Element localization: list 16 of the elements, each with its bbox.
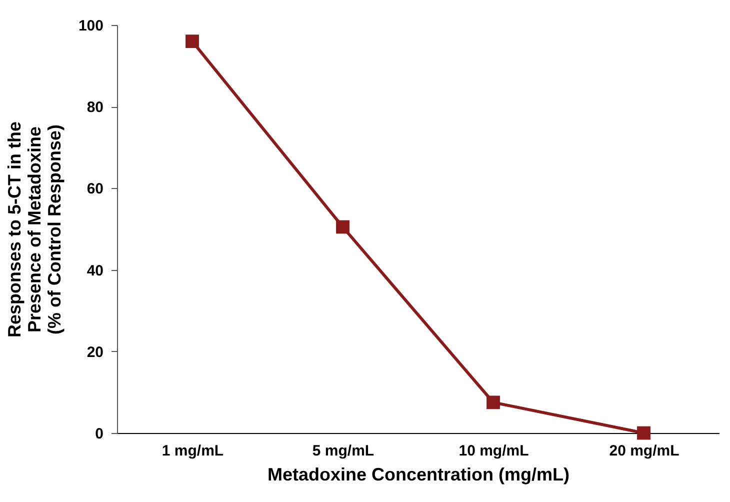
point: [336, 220, 350, 234]
y-tick-label: 40: [86, 262, 104, 280]
point: [486, 396, 500, 410]
point: [186, 34, 199, 48]
y-tick-label: 100: [78, 18, 104, 34]
y-tick-label: 60: [86, 180, 104, 198]
point: [637, 426, 650, 440]
x-tick-label: 1 mg/mL: [162, 442, 224, 460]
y-tick-label: 20: [86, 344, 104, 361]
y-axis-title: Responses to 5-CT in the Presence of Metadoxine (% of Control Response): [4, 121, 64, 338]
x-axis-title: Metadoxine Concentration (mg/mL): [267, 464, 570, 484]
y-tick-label: 80: [86, 99, 104, 116]
x-tick-label: 10 mg/mL: [458, 442, 529, 460]
x-tick-label: 20 mg/mL: [609, 442, 680, 460]
y-tick-label: 0: [95, 426, 104, 442]
x-tick-label: 5 mg/mL: [312, 442, 374, 460]
